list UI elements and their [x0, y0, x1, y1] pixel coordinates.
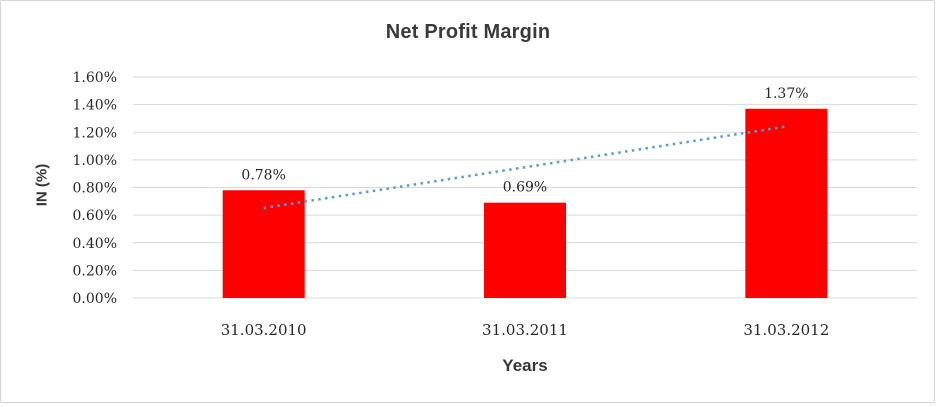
- y-tick-label: 1.00%: [73, 153, 117, 169]
- y-tick-label: 0.60%: [73, 208, 117, 224]
- y-tick-label: 0.80%: [73, 181, 117, 197]
- bar-value-label: 0.78%: [241, 167, 285, 183]
- bar-value-label: 0.69%: [503, 180, 547, 196]
- y-tick-label: 0.40%: [73, 236, 117, 252]
- bar[interactable]: [222, 190, 305, 298]
- x-axis-title: Years: [502, 356, 548, 375]
- bar[interactable]: [745, 108, 828, 298]
- y-tick-label: 1.60%: [73, 70, 117, 86]
- y-tick-label: 1.40%: [73, 98, 117, 114]
- chart-title: Net Profit Margin: [385, 21, 551, 43]
- bar-value-label: 1.37%: [764, 86, 808, 102]
- y-tick-label: 1.20%: [73, 125, 117, 141]
- x-tick-label: 31.03.2012: [743, 321, 829, 339]
- x-tick-label: 31.03.2011: [482, 321, 568, 339]
- y-tick-label: 0.00%: [73, 291, 117, 307]
- x-tick-label: 31.03.2010: [221, 321, 307, 339]
- trendline[interactable]: [263, 125, 787, 210]
- y-tick-label: 0.20%: [73, 263, 117, 279]
- bar[interactable]: [484, 202, 566, 298]
